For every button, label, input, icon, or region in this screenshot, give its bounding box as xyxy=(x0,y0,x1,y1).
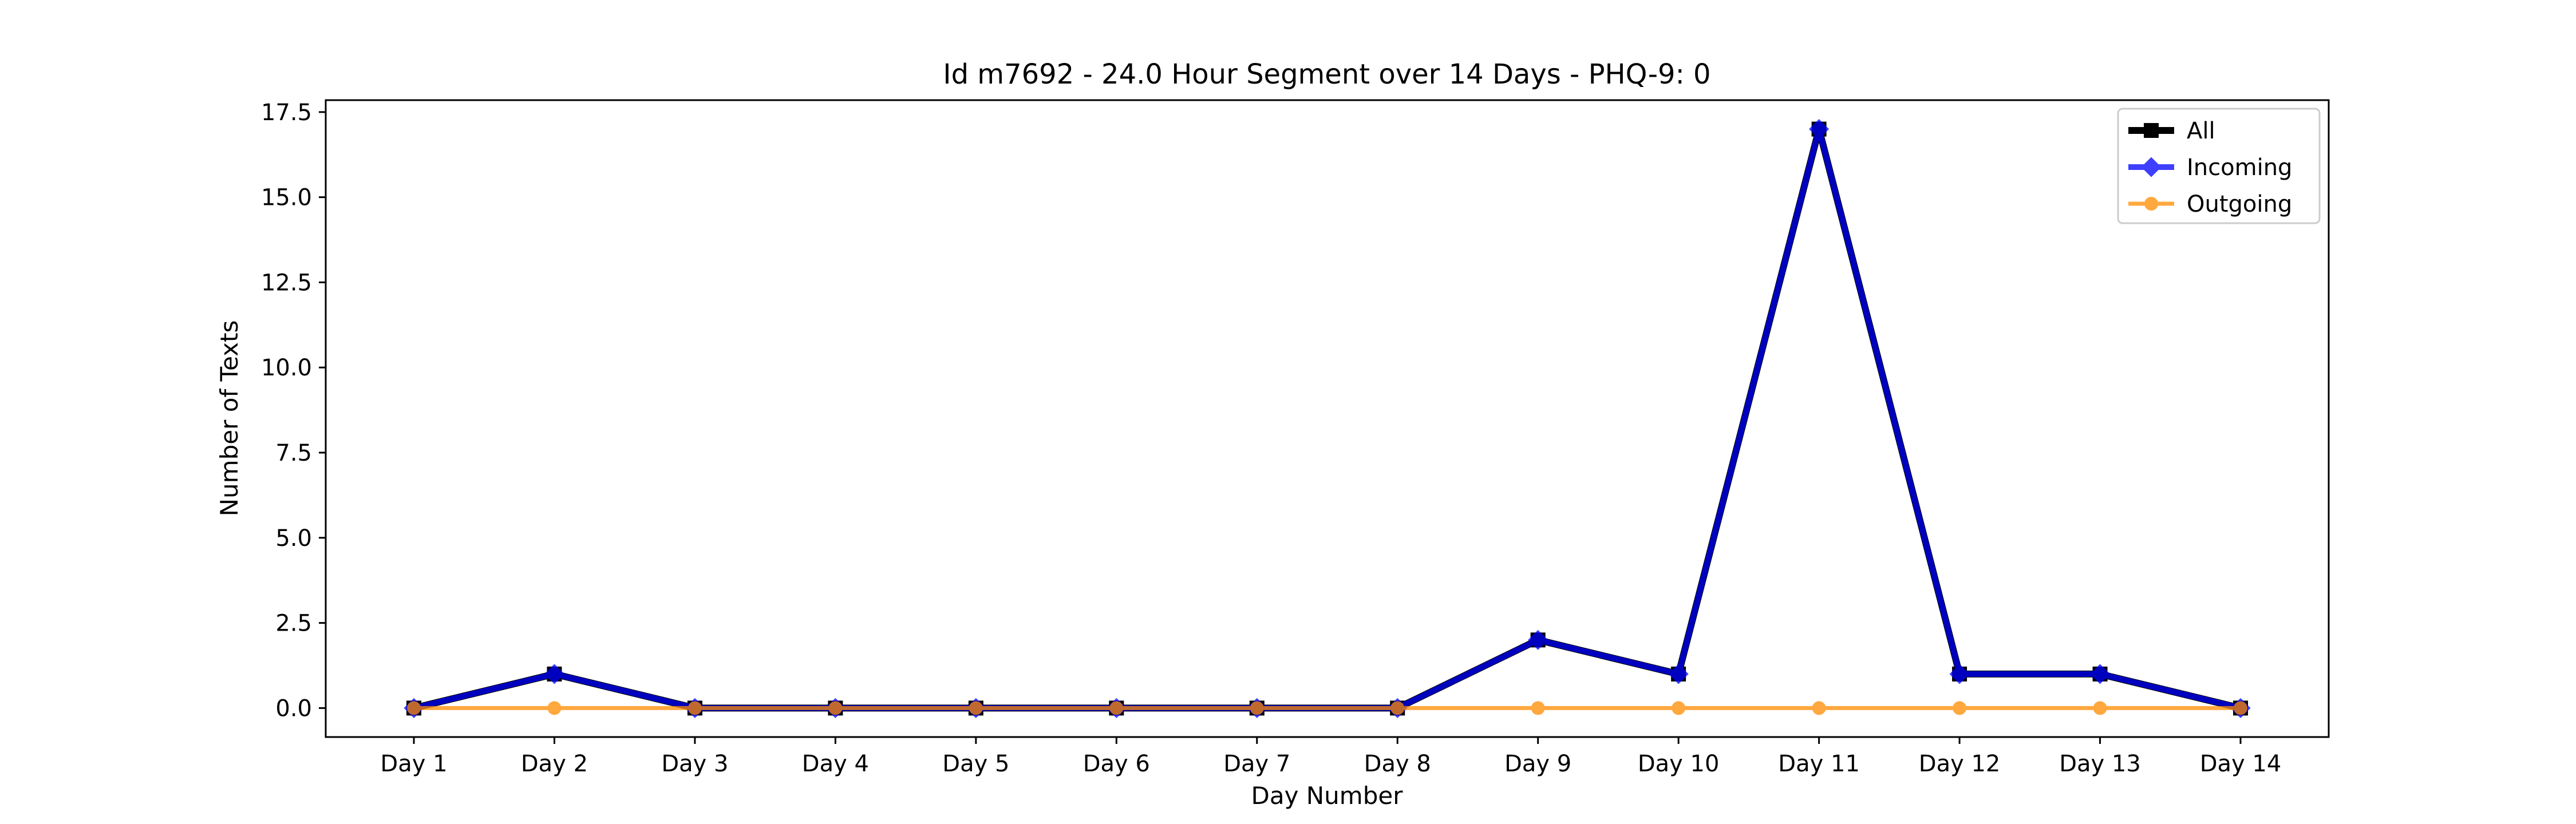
y-tick-label: 15.0 xyxy=(261,185,312,211)
x-tick-label: Day 13 xyxy=(2059,751,2141,777)
legend-marker xyxy=(2141,157,2162,177)
chart-title: Id m7692 - 24.0 Hour Segment over 14 Day… xyxy=(943,58,1710,90)
data-point xyxy=(1953,701,1967,715)
legend-label: Incoming xyxy=(2187,154,2292,181)
plot-area xyxy=(326,100,2329,737)
legend-item-incoming xyxy=(2128,157,2174,177)
x-tick-label: Day 1 xyxy=(380,751,447,777)
legend: All Incoming Outgoing xyxy=(2117,108,2321,224)
x-tick-label: Day 3 xyxy=(661,751,728,777)
x-tick-label: Day 5 xyxy=(942,751,1009,777)
data-point xyxy=(407,701,421,715)
x-tick-label: Day 11 xyxy=(1778,751,1860,777)
data-point xyxy=(1109,701,1124,715)
data-point xyxy=(1809,119,1830,140)
data-point xyxy=(1668,664,1689,684)
plot-frame xyxy=(325,99,2330,738)
data-point xyxy=(1250,701,1264,715)
legend-label: All xyxy=(2187,118,2215,144)
legend-marker xyxy=(2144,123,2159,138)
x-tick-label: Day 10 xyxy=(1638,751,1720,777)
x-tick-label: Day 7 xyxy=(1223,751,1290,777)
x-tick-label: Day 9 xyxy=(1504,751,1571,777)
series-layer xyxy=(404,119,2251,718)
x-axis-label: Day Number xyxy=(1251,782,1403,810)
y-tick-label: 2.5 xyxy=(275,611,312,637)
y-tick-label: 10.0 xyxy=(261,355,312,381)
x-tick-label: Day 6 xyxy=(1083,751,1150,777)
x-tick-label: Day 14 xyxy=(2200,751,2282,777)
legend-box xyxy=(2117,108,2321,224)
data-point xyxy=(1390,701,1405,715)
y-tick-label: 7.5 xyxy=(275,440,312,466)
data-point xyxy=(1812,701,1826,715)
x-tick-label: Day 4 xyxy=(802,751,869,777)
legend-item-outgoing xyxy=(2128,197,2174,211)
series-outgoing xyxy=(407,701,2247,715)
legend-item-all xyxy=(2128,123,2174,138)
x-tick-label: Day 2 xyxy=(521,751,588,777)
y-tick-label: 5.0 xyxy=(275,525,312,552)
x-tick-label: Day 12 xyxy=(1919,751,2001,777)
data-point xyxy=(1672,701,1686,715)
y-tick-label: 12.5 xyxy=(261,270,312,296)
y-axis-label: Number of Texts xyxy=(215,320,243,517)
legend-label: Outgoing xyxy=(2187,191,2292,217)
legend-marker xyxy=(2144,197,2158,211)
data-point xyxy=(828,701,843,715)
x-tick-label: Day 8 xyxy=(1364,751,1431,777)
data-point xyxy=(2093,701,2107,715)
data-point xyxy=(688,701,702,715)
x-axis: Day 1 Day 2 Day 3 Day 4 Day 5 Day 6 Day 7 Day 8… xyxy=(380,737,2281,777)
data-point xyxy=(1528,629,1548,650)
data-point xyxy=(969,701,983,715)
data-point xyxy=(2234,701,2247,715)
y-axis: 0.0 2.5 5.0 7.5 10.0 12.5 15.0 17.5 xyxy=(261,100,326,722)
y-tick-label: 17.5 xyxy=(261,100,312,126)
data-point xyxy=(1531,701,1545,715)
data-point xyxy=(1949,664,1970,684)
data-point xyxy=(547,701,562,715)
y-tick-label: 0.0 xyxy=(275,695,312,722)
data-point xyxy=(544,664,565,684)
data-point xyxy=(2089,664,2111,684)
